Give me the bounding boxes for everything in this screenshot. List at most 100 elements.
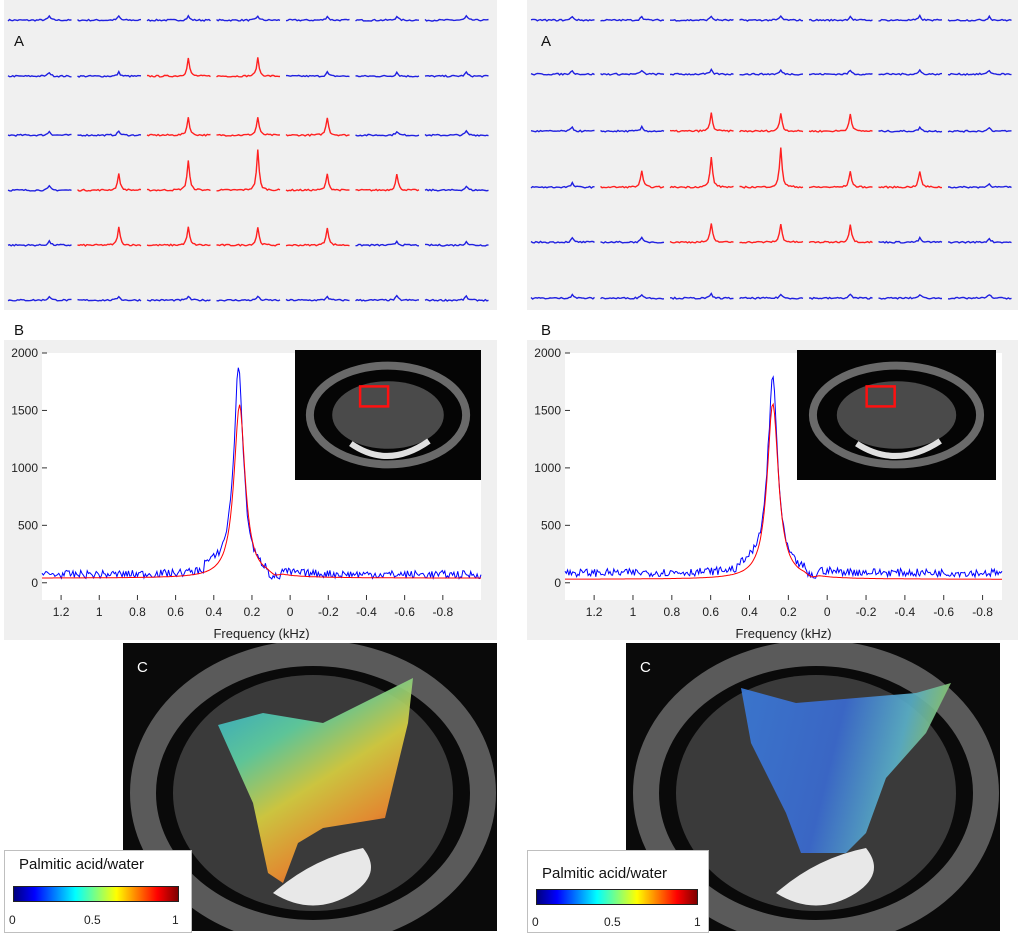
grid-spectrum-trace <box>600 293 665 300</box>
grid-spectrum-trace <box>600 69 665 76</box>
grid-spectrum-trace <box>355 70 420 78</box>
grid-spectrum-trace <box>216 15 281 22</box>
y-tick-label: 2000 <box>11 346 38 360</box>
right-panel-label-a: A <box>541 33 552 50</box>
x-tick-label: -0.8 <box>972 605 993 619</box>
right-colorbar-title: Palmitic acid/water <box>542 865 668 882</box>
right-panel-label-c: C <box>640 659 651 676</box>
grid-spectrum-trace <box>146 295 211 302</box>
grid-spectrum-trace <box>670 15 734 22</box>
grid-spectrum-trace <box>878 125 943 133</box>
x-tick-label: 0.8 <box>663 605 680 619</box>
grid-spectrum-trace <box>285 295 350 302</box>
grid-spectrum-trace <box>216 295 281 302</box>
x-tick-label: 0.4 <box>205 605 222 619</box>
x-axis-label: Frequency (kHz) <box>213 626 309 640</box>
grid-spectrum-trace <box>739 147 804 189</box>
x-tick-label: 0.8 <box>129 605 146 619</box>
left-colorbar-title: Palmitic acid/water <box>19 856 145 873</box>
left-panel-label-c: C <box>137 659 148 676</box>
grid-spectrum-trace <box>878 14 943 22</box>
grid-spectrum-trace <box>739 293 804 300</box>
grid-spectrum-trace <box>530 15 595 22</box>
grid-spectrum-trace <box>7 130 72 137</box>
x-axis-label: Frequency (kHz) <box>735 626 831 640</box>
grid-spectrum-trace <box>424 294 489 302</box>
roi-box <box>865 385 896 408</box>
y-tick-label: 2000 <box>534 346 561 360</box>
grid-spectrum-trace <box>947 294 1012 300</box>
grid-spectrum-trace <box>808 113 873 133</box>
left-spectra-grid-panel: A <box>4 0 497 310</box>
grid-spectrum-trace <box>355 15 420 22</box>
left-ratio-map <box>123 640 497 936</box>
grid-spectrum-trace <box>947 14 1012 22</box>
right-spectra-grid <box>530 14 1012 300</box>
right-spectrum-chart: 0 500 1000 1500 2000 1.2 1 0.8 0.6 0.4 0.2 0 -0.2 -0.… <box>534 346 1003 641</box>
grid-spectrum-trace <box>808 224 873 244</box>
grid-spectrum-trace <box>878 294 942 300</box>
grid-spectrum-trace <box>808 15 873 22</box>
x-tick-label: -0.6 <box>933 605 954 619</box>
grid-spectrum-trace <box>146 117 211 137</box>
grid-spectrum-trace <box>77 226 142 247</box>
y-tick-label: 1000 <box>534 461 561 475</box>
x-tick-label: -0.2 <box>318 605 339 619</box>
x-tick-label: 1 <box>630 605 637 619</box>
grid-spectrum-trace <box>530 69 595 76</box>
x-tick-label: 0 <box>824 605 831 619</box>
right-colorbar-tick-05: 0.5 <box>604 915 621 929</box>
right-colorbar-gradient <box>536 889 698 905</box>
grid-spectrum-trace <box>285 173 350 192</box>
grid-spectrum-trace <box>808 171 873 189</box>
x-tick-label: -0.4 <box>356 605 377 619</box>
grid-spectrum-trace <box>670 292 734 300</box>
measured-spectrum-line <box>564 375 1003 579</box>
grid-spectrum-trace <box>947 69 1012 76</box>
grid-spectrum-trace <box>809 69 873 76</box>
y-tick-label: 500 <box>541 518 561 532</box>
bright-tissue <box>776 848 874 906</box>
right-spectrum-panel: 0 500 1000 1500 2000 1.2 1 0.8 0.6 0.4 0.2 0 -0.2 -0.… <box>527 340 1018 641</box>
grid-spectrum-trace <box>878 68 943 76</box>
grid-spectrum-trace <box>424 129 489 137</box>
grid-spectrum-trace <box>77 295 142 302</box>
grid-spectrum-trace <box>424 70 489 78</box>
x-tick-label: 1.2 <box>586 605 603 619</box>
left-colorbar-gradient <box>13 886 179 902</box>
fit-line <box>565 402 1002 580</box>
grid-spectrum-trace <box>77 130 142 137</box>
grid-spectrum-trace <box>77 69 142 78</box>
grid-spectrum-trace <box>600 170 665 189</box>
grid-spectrum-trace <box>530 293 595 300</box>
grid-spectrum-trace <box>669 223 734 244</box>
ratio-overlay <box>741 683 951 853</box>
grid-spectrum-trace <box>530 125 595 133</box>
left-spectrum-panel: 0 500 1000 1500 2000 1.2 1 0.8 0.6 0.4 0.2 0 -0.2 -0.… <box>4 340 497 641</box>
grid-spectrum-trace <box>146 57 211 78</box>
grid-spectrum-trace <box>739 113 804 133</box>
grid-spectrum-trace <box>355 239 420 247</box>
grid-spectrum-trace <box>600 124 665 133</box>
grid-spectrum-trace <box>7 239 72 247</box>
left-colorbar-tick-1: 1 <box>172 913 179 927</box>
grid-spectrum-trace <box>355 130 420 137</box>
fit-line <box>42 404 481 579</box>
y-tick-label: 500 <box>18 518 38 532</box>
right-colorbar-tick-1: 1 <box>694 915 701 929</box>
grid-spectrum-trace <box>739 223 804 244</box>
grid-spectrum-trace <box>669 112 734 133</box>
y-tick-label: 1500 <box>11 403 38 417</box>
left-panel-label-a: A <box>14 33 25 50</box>
x-tick-label: 0.2 <box>244 605 261 619</box>
left-spectra-grid <box>7 14 489 302</box>
roi-box <box>358 385 390 408</box>
y-tick-label: 0 <box>554 576 561 590</box>
x-tick-label: 1.2 <box>53 605 70 619</box>
inset-mri-image <box>295 350 481 480</box>
grid-spectrum-trace <box>285 15 350 22</box>
right-colorbar: Palmitic acid/water 0 0.5 1 <box>527 850 709 933</box>
x-tick-label: -0.4 <box>895 605 916 619</box>
grid-spectrum-trace <box>285 227 350 247</box>
left-spectrum-chart: 0 500 1000 1500 2000 1.2 1 0.8 0.6 0.4 0.2 0 -0.2 -0.… <box>11 346 482 641</box>
